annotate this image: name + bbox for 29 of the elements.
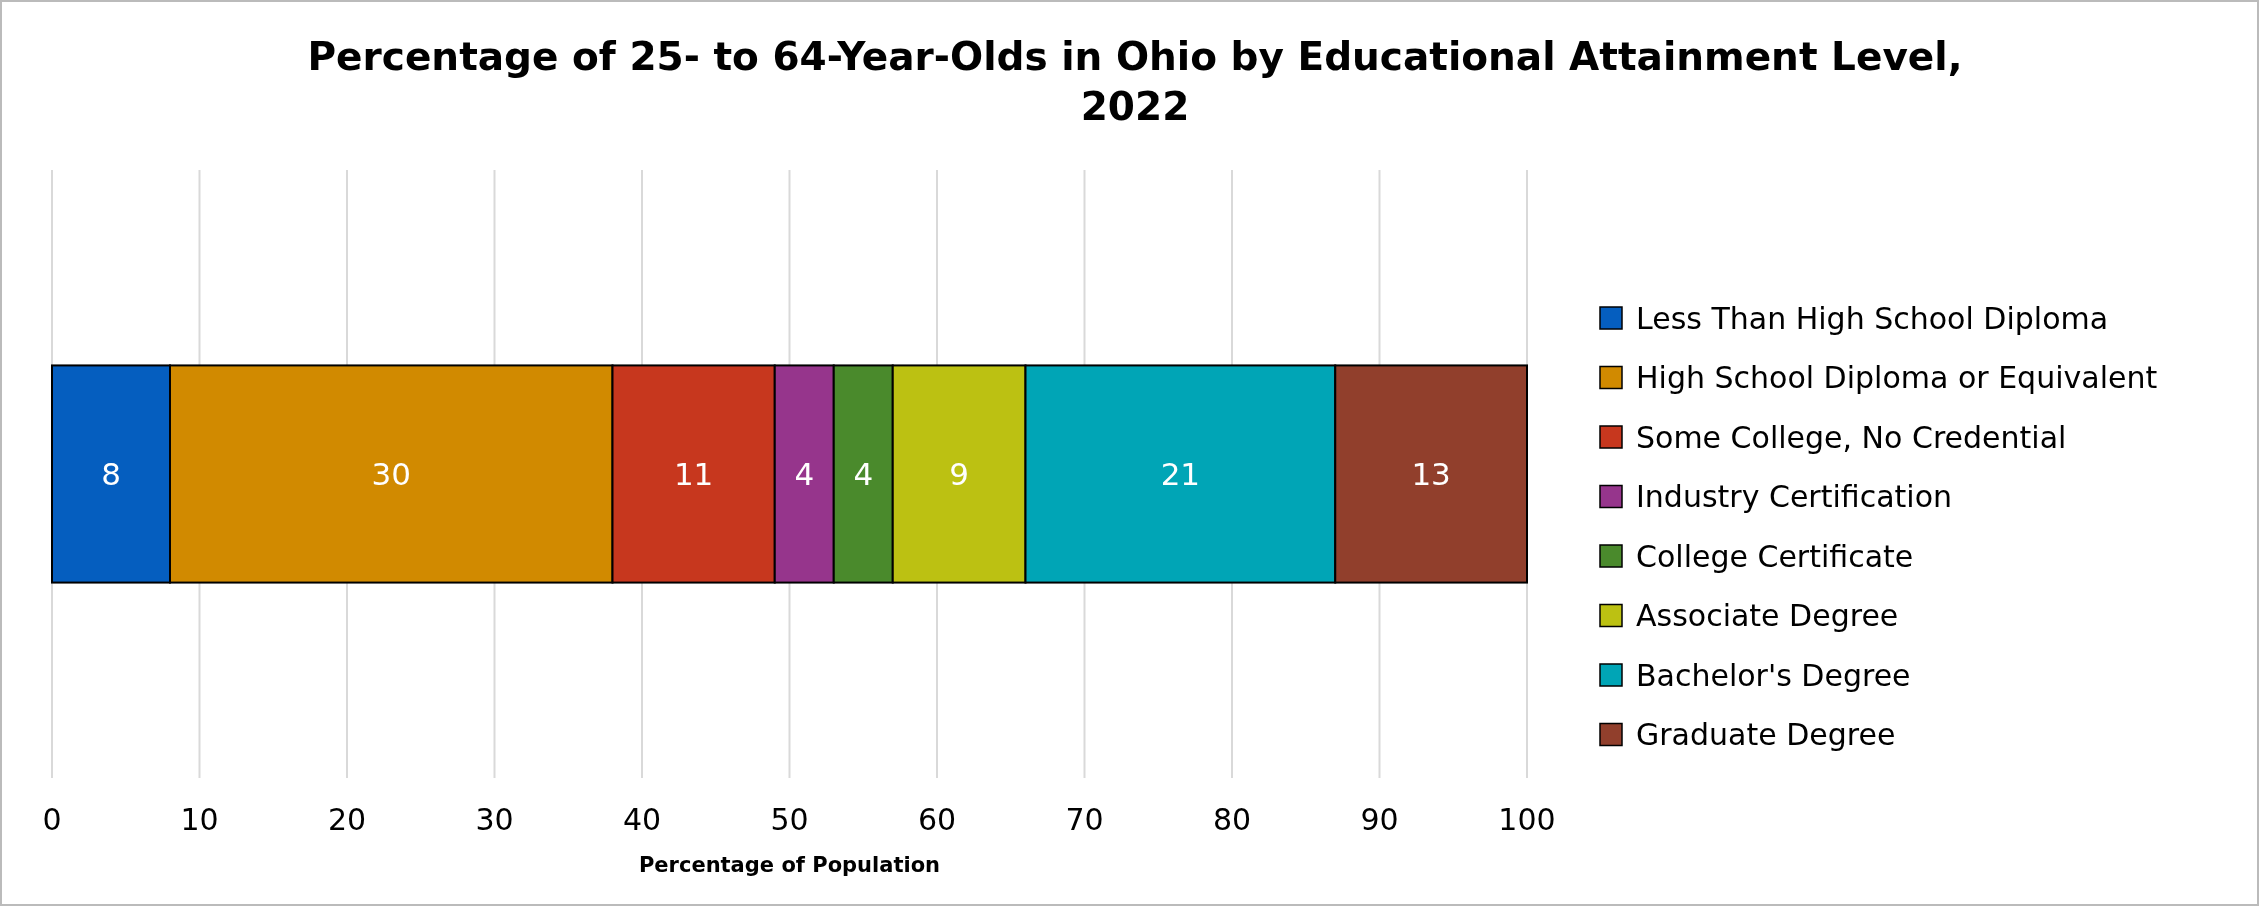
- x-tick-label: 10: [180, 802, 219, 837]
- data-label: 30: [371, 455, 411, 492]
- x-tick-label: 70: [1065, 802, 1104, 837]
- x-tick-label: 30: [475, 802, 514, 837]
- legend-label: Associate Degree: [1636, 598, 1899, 633]
- x-tick-label: 20: [327, 802, 367, 837]
- data-label: 4: [853, 455, 874, 492]
- x-tick-label: 100: [1498, 802, 1556, 837]
- data-label: 11: [673, 455, 714, 492]
- data-label: 8: [101, 455, 121, 492]
- legend-label: High School Diploma or Equivalent: [1636, 360, 2158, 395]
- x-tick-label: 40: [622, 802, 662, 837]
- data-label: 21: [1160, 455, 1201, 492]
- x-tick-label: 50: [770, 802, 809, 837]
- legend-label: Some College, No Credential: [1636, 419, 2067, 455]
- data-label: 9: [949, 455, 969, 492]
- data-label: 13: [1411, 455, 1451, 492]
- legend-label: College Certificate: [1636, 538, 1914, 574]
- x-tick-label: 60: [917, 802, 957, 837]
- x-tick-label: 90: [1360, 802, 1399, 837]
- legend-label: Graduate Degree: [1636, 717, 1896, 752]
- legend-label: Industry Certification: [1636, 479, 1953, 514]
- chart-title: Percentage of 25- to 64-Year-Olds in Ohio by Educational Attainment Level, 2022: [307, 34, 1963, 129]
- legend-label: Bachelor's Degree: [1636, 657, 1911, 693]
- data-label: 4: [794, 455, 815, 492]
- legend-label: Less Than High School Diploma: [1636, 300, 2109, 336]
- x-tick-label: 80: [1212, 802, 1252, 837]
- x-axis-title: Percentage of Population: [638, 853, 941, 877]
- x-tick-label: 0: [42, 802, 62, 837]
